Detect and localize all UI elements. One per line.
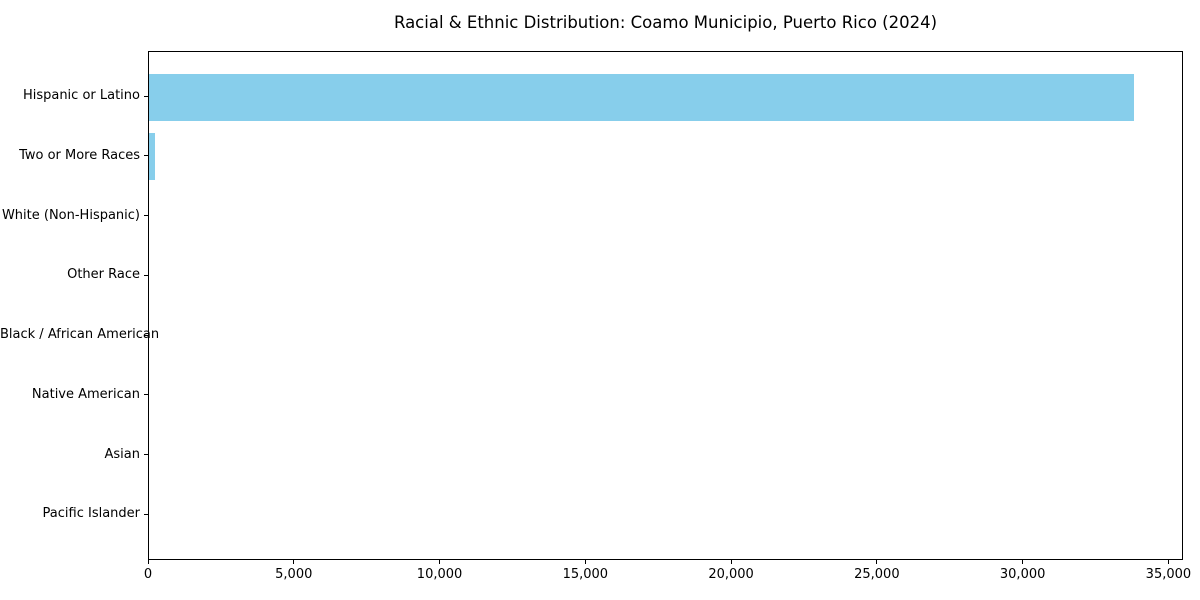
x-tick-label: 5,000 [275, 567, 313, 582]
y-tick-label: White (Non-Hispanic) [1, 207, 140, 223]
chart-title: Racial & Ethnic Distribution: Coamo Muni… [393, 13, 938, 32]
y-tick [144, 155, 148, 157]
y-tick [144, 215, 148, 216]
x-tick-label: 20,000 [708, 567, 754, 582]
y-tick [144, 454, 148, 455]
x-tick-label: 15,000 [562, 567, 609, 582]
x-tick [147, 560, 149, 564]
x-tick [293, 560, 295, 564]
x-tick-label: 30,000 [999, 567, 1046, 582]
x-tick [1022, 560, 1024, 564]
bar [149, 73, 1135, 121]
x-tick [730, 560, 732, 564]
x-tick-label: 35,000 [1145, 567, 1192, 582]
plot-area [148, 51, 1183, 560]
x-tick [584, 560, 586, 564]
y-axis-labels: Hispanic or Latino Two or More Races White… [0, 51, 160, 560]
x-tick [876, 560, 878, 564]
x-tick-label: 0 [143, 567, 153, 582]
y-tick-label: Other Race [67, 267, 140, 283]
y-tick [144, 394, 148, 396]
y-tick-label: Pacific Islander [42, 506, 140, 522]
x-tick [439, 560, 441, 564]
y-tick-label: Native American [31, 386, 140, 402]
y-tick-label: Asian [104, 446, 140, 462]
x-tick [1167, 560, 1169, 564]
y-tick [144, 334, 148, 336]
y-tick [144, 95, 148, 97]
y-tick-label: Hispanic or Latino [22, 88, 140, 103]
y-tick-label: Two or More Races [19, 147, 140, 163]
y-tick [144, 274, 148, 276]
y-tick [144, 513, 148, 515]
x-tick-label: 10,000 [416, 567, 463, 582]
bar [149, 133, 155, 181]
bars-layer [149, 52, 1182, 559]
x-tick-label: 25,000 [854, 567, 900, 582]
y-tick-label: Black / African American [0, 327, 160, 342]
